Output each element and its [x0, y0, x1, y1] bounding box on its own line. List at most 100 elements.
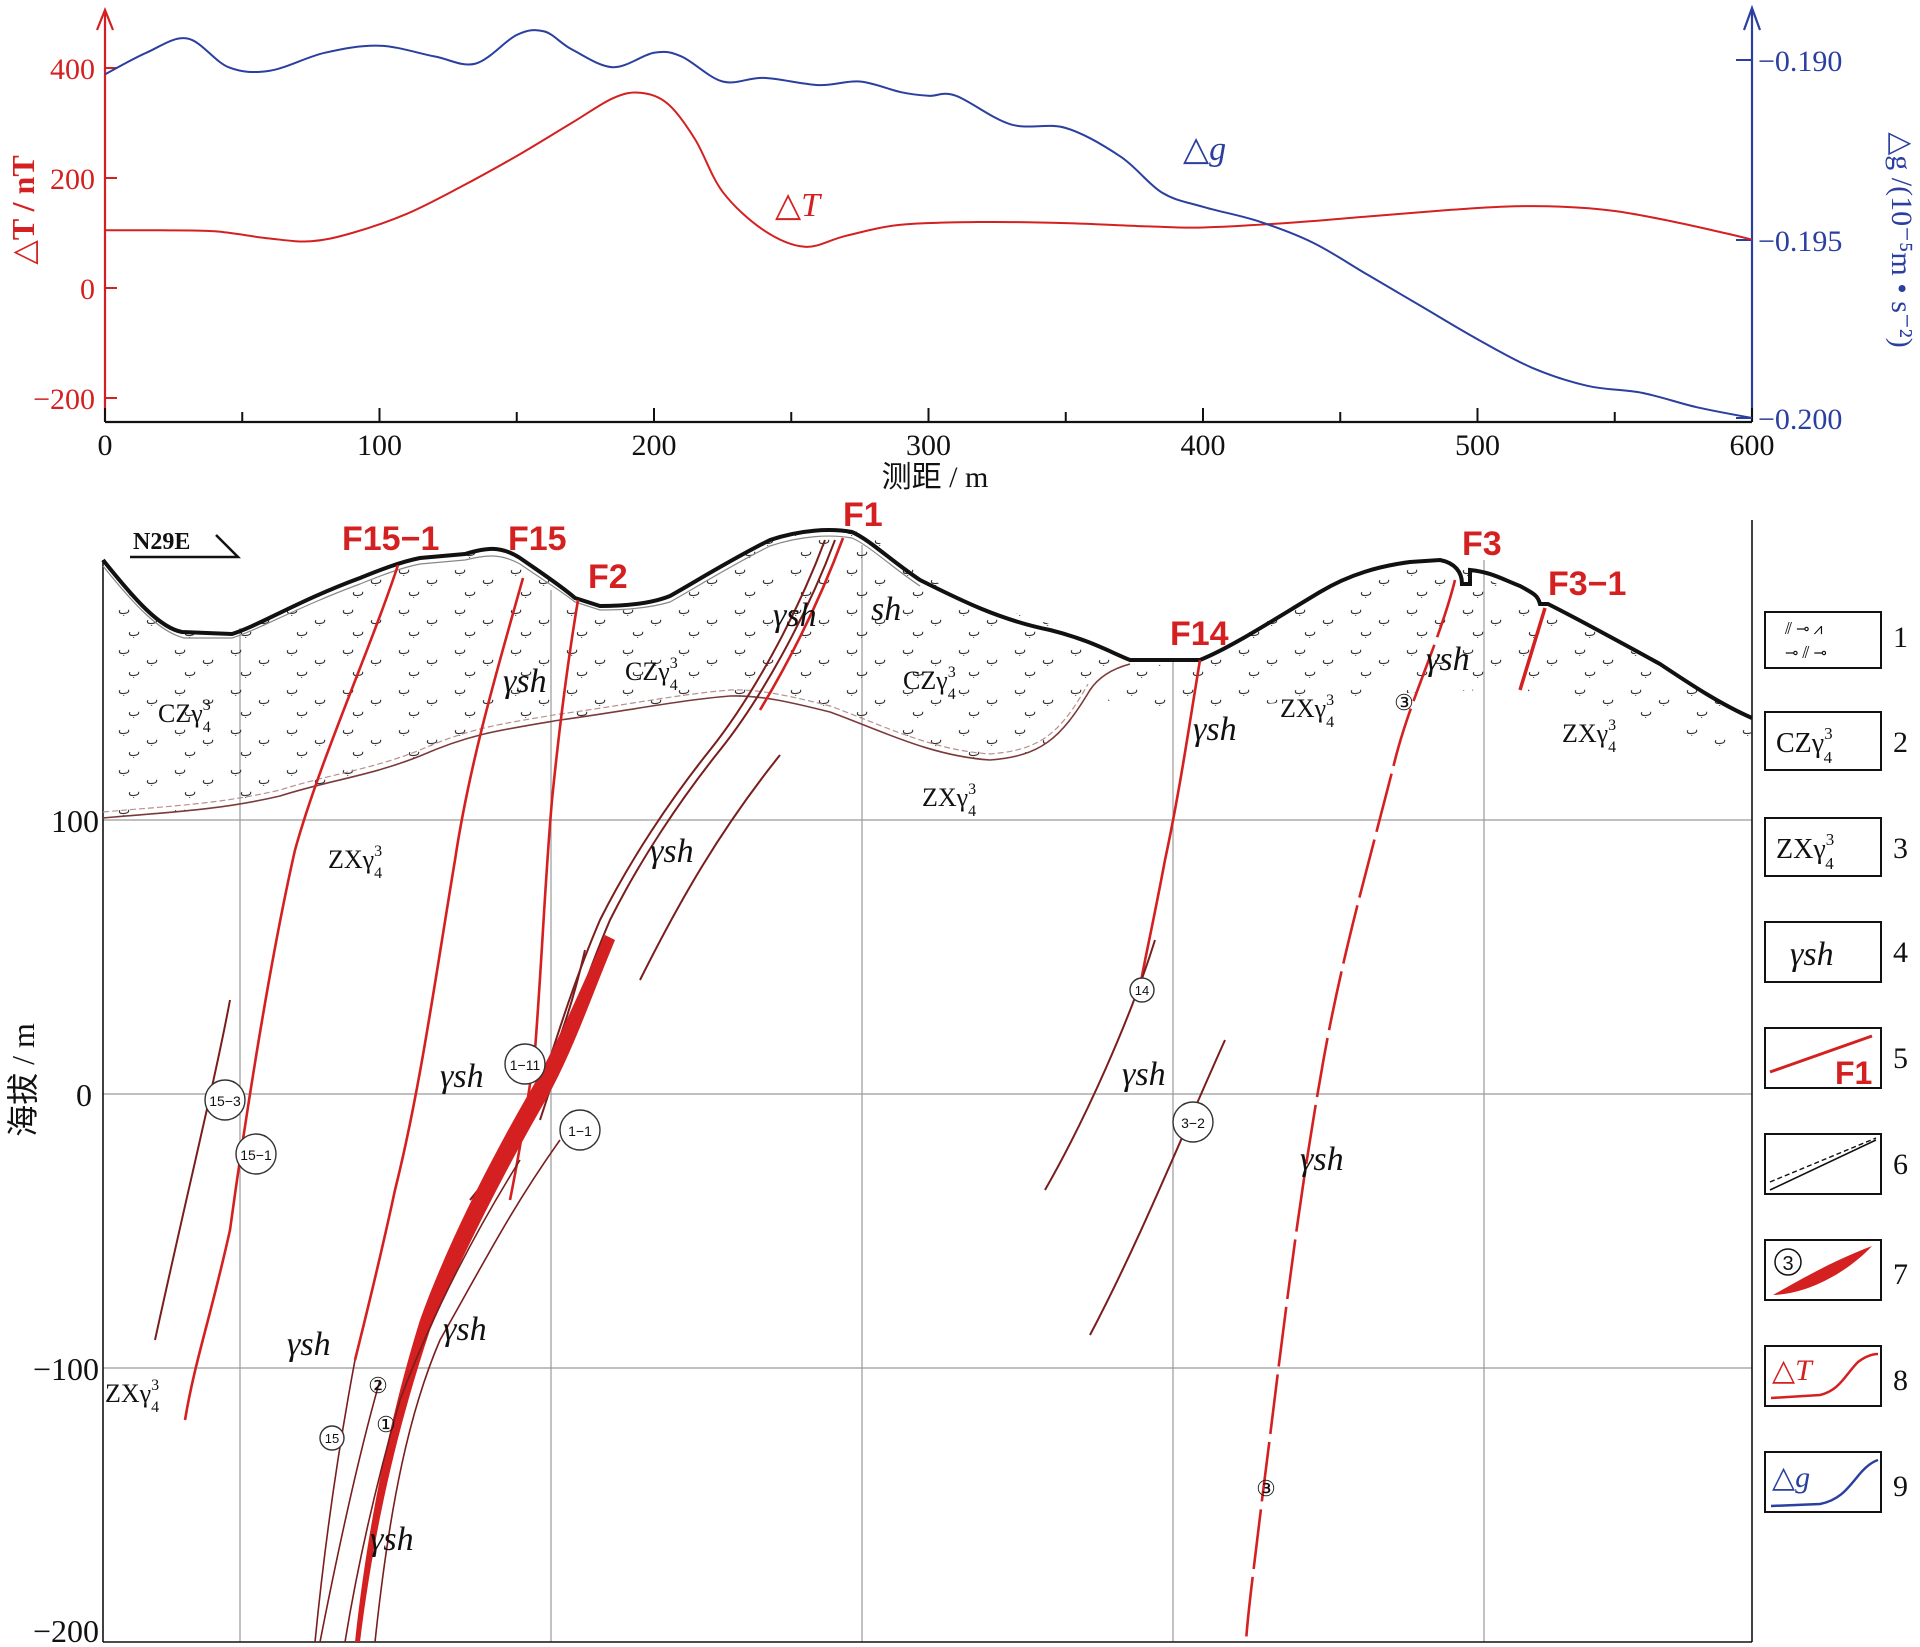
sh-label: sh	[871, 591, 901, 628]
ysh-label: γsh	[773, 597, 817, 634]
delta-g-series-line	[104, 29, 1753, 419]
legend-number: 1	[1893, 621, 1908, 654]
ore-marker-label: 1−11	[510, 1057, 541, 1073]
elevation-tick-label: −100	[33, 1351, 99, 1387]
ysh-label: γsh	[370, 1521, 414, 1558]
legend-boundary-dashed	[1769, 1137, 1877, 1183]
fault-label-f15-1: F15−1	[342, 520, 439, 558]
legend-weather-glyph: ⫽ ⊸ ⩘	[1784, 621, 1823, 638]
ore-marker-label: 14	[1135, 983, 1149, 998]
legend-number: 9	[1893, 1470, 1908, 1503]
ore-marker-label: ②	[368, 1373, 388, 1398]
rock-label: CZγ3 4	[625, 655, 678, 694]
fault-label-f14: F14	[1170, 615, 1229, 653]
legend-delta-t-line	[1770, 1352, 1879, 1400]
rock-label: ZXγ3 4	[328, 843, 382, 882]
ore-marker-label: ①	[376, 1412, 396, 1437]
ysh-label: γsh	[650, 833, 694, 870]
delta-t-axis-arrow	[95, 7, 115, 31]
legend-fault-label: F1	[1835, 1055, 1872, 1091]
fault-f15-1-line	[183, 564, 400, 1421]
rock-label: ZXγ3 4	[1280, 692, 1334, 731]
legend-ore-number: 3	[1782, 1253, 1793, 1275]
ore-marker-label: 3−2	[1181, 1115, 1205, 1131]
legend: ⫽ ⊸ ⩘ ⊸ ⫽ ⊸ 1 CZγ3 4 2 ZXγ3 4 3 γsh 4 F1 5…	[1764, 611, 1908, 1513]
elevation-axis-label: 海拔 / m	[5, 1023, 41, 1137]
delta-t-series-line	[104, 91, 1753, 248]
delta-g-tick-label: −0.195	[1758, 225, 1842, 258]
delta-t-axis-label: △T / nT	[5, 155, 41, 264]
x-tick-label: 300	[906, 429, 951, 462]
elevation-tick-label: 0	[76, 1077, 92, 1113]
ore-marker-label: 15	[325, 1431, 339, 1446]
rock-label: CZγ3 4	[903, 664, 956, 703]
direction-label: N29E	[133, 529, 190, 555]
ysh-label: γsh	[503, 663, 547, 700]
ysh-label: γsh	[287, 1326, 331, 1363]
cross-section: ب ب ب N29E	[5, 496, 1753, 1647]
legend-fault-line	[1769, 1034, 1873, 1074]
rock-label: ZXγ3 4	[922, 781, 976, 820]
legend-swatch-ysh	[1764, 921, 1882, 983]
delta-g-tick-label: −0.200	[1758, 403, 1842, 436]
legend-delta-g-line	[1770, 1458, 1879, 1508]
delta-t-tick-label: 200	[50, 163, 95, 196]
x-tick-label: 0	[98, 429, 113, 462]
fault-label-f1: F1	[843, 496, 883, 534]
legend-zx-label: ZXγ3 4	[1776, 830, 1834, 873]
ysh-label: γsh	[440, 1058, 484, 1095]
legend-number: 3	[1893, 832, 1908, 865]
rock-label: CZγ3 4	[158, 697, 211, 736]
legend-number: 5	[1893, 1042, 1908, 1075]
fault-label-f3-1: F3−1	[1548, 565, 1626, 603]
direction-arrow	[130, 534, 242, 559]
legend-number: 4	[1893, 936, 1908, 969]
legend-number: 7	[1893, 1258, 1908, 1291]
legend-swatch-cz	[1764, 711, 1882, 771]
delta-g-axis-arrow	[1742, 4, 1762, 31]
delta-t-tick-label: 400	[50, 53, 95, 86]
delta-t-tick-label: −200	[33, 383, 95, 416]
x-ticks	[104, 408, 1753, 422]
topography-line	[101, 528, 1753, 720]
fault-f14-line	[1136, 659, 1202, 1001]
elevation-tick-label: 100	[51, 803, 99, 839]
delta-t-curve-label: △T	[775, 187, 822, 224]
legend-swatch-zx	[1764, 817, 1882, 877]
x-tick-label: 400	[1181, 429, 1226, 462]
legend-number: 6	[1893, 1148, 1908, 1181]
cz-zx-boundary-dashed	[102, 683, 1089, 813]
fault-f1-line	[758, 537, 845, 711]
delta-g-curve-label: △g	[1183, 131, 1226, 168]
legend-delta-t-label: △T	[1772, 1354, 1814, 1387]
legend-ore-shape	[1773, 1246, 1872, 1295]
legend-swatch-weathered	[1764, 611, 1882, 669]
legend-number: 2	[1893, 726, 1908, 759]
legend-ysh-label: γsh	[1790, 936, 1834, 973]
ore-marker-label: 15−1	[240, 1147, 272, 1163]
x-tick-label: 600	[1730, 429, 1775, 462]
legend-number: 8	[1893, 1364, 1908, 1397]
ore-body-markers: 15−3 15−1 1−11 1−1 ② ① 15 14 3−2 ③ ③	[204, 690, 1414, 1501]
rock-label: ZXγ3 4	[105, 1377, 159, 1416]
legend-delta-g-label: △g	[1772, 1461, 1810, 1494]
ysh-label: γsh	[1193, 711, 1237, 748]
legend-ore-circle	[1774, 1248, 1802, 1276]
delta-t-ticks	[105, 67, 117, 399]
x-tick-label: 500	[1455, 429, 1500, 462]
fault-label-f3: F3	[1462, 525, 1502, 563]
delta-g-tick-label: −0.190	[1758, 45, 1842, 78]
topography-inner-line	[102, 535, 921, 639]
ysh-label: γsh	[1300, 1141, 1344, 1178]
fault-label-f2: F2	[588, 558, 628, 596]
delta-g-axis-label: △g /(10⁻⁵m • s⁻²)	[1885, 132, 1918, 348]
cz-zx-boundary	[102, 663, 1131, 819]
fault-lines	[183, 537, 1547, 1642]
rock-label: ZXγ3 4	[1562, 717, 1616, 756]
ysh-label: γsh	[1122, 1056, 1166, 1093]
elevation-tick-label: −200	[33, 1613, 99, 1647]
ore-marker-label: ③	[1256, 1476, 1276, 1501]
ysh-label: γsh	[1426, 641, 1470, 678]
x-axis-label: 测距 / m	[882, 461, 989, 494]
